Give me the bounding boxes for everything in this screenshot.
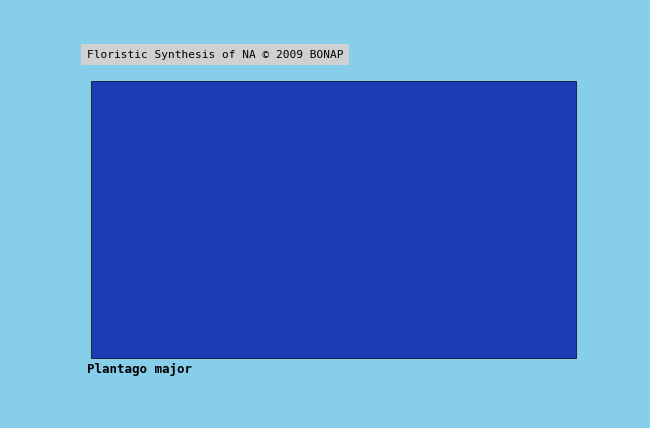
Text: Plantago major: Plantago major	[86, 363, 192, 376]
Text: Floristic Synthesis of NA © 2009 BONAP: Floristic Synthesis of NA © 2009 BONAP	[86, 50, 343, 59]
Bar	[90, 80, 576, 358]
